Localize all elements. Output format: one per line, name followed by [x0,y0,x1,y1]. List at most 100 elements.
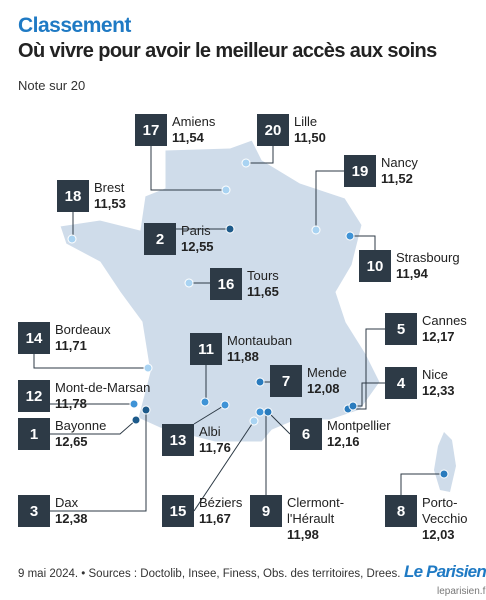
watermark: leparisien.fr [437,586,486,597]
city-label: Mont-de-Marsan 11,78 [55,380,150,412]
rank-box: 11 [190,333,222,365]
city-dot [67,234,77,244]
city-name: Béziers [199,495,243,510]
rank-box: 20 [257,114,289,146]
leader-line [50,410,147,512]
city-dot [221,185,231,195]
city-name: Bayonne [55,418,107,433]
city-name: Clermont-l'Hérault [287,495,345,526]
rank-box: 5 [385,313,417,345]
rank-box: 19 [344,155,376,187]
city-score: 12,38 [55,511,88,526]
city-name: Montpellier [327,418,391,433]
city-label: Montpellier 12,16 [327,418,391,450]
city-label: Lille 11,50 [294,114,326,146]
city-score: 11,53 [94,196,126,211]
leader-line [193,420,255,512]
subtitle: Note sur 20 [18,78,86,93]
city-label: Béziers 11,67 [199,495,242,527]
city-score: 11,65 [247,284,279,299]
leader-line [267,411,291,435]
city-name: Albi [199,424,221,439]
source: 9 mai 2024. • Sources : Doctolib, Insee,… [18,568,401,580]
city-label: Mende 12,08 [307,365,347,397]
rank-box: 3 [18,495,50,527]
city-score: 12,16 [327,434,360,449]
city-label: Cannes 12,17 [422,313,467,345]
city-label: Amiens 11,54 [172,114,215,146]
rank-box: 12 [18,380,50,412]
city-score: 11,71 [55,338,87,353]
city-label: Montauban 11,88 [227,333,292,365]
leader-line [50,419,137,435]
leader-line [246,146,274,164]
city-score: 11,76 [199,440,231,455]
rank-box: 4 [385,367,417,399]
leader-line [33,354,148,369]
city-score: 12,65 [55,434,88,449]
city-dot [255,377,265,387]
city-name: Tours [247,268,279,283]
city-label: Paris 12,55 [181,223,214,255]
city-score: 12,08 [307,381,340,396]
leader-line [193,404,226,425]
city-dot [225,224,235,234]
city-dot [255,407,265,417]
city-label: Clermont-l'Hérault 11,98 [287,495,357,543]
city-label: Dax 12,38 [55,495,88,527]
city-label: Strasbourg 11,94 [396,250,460,282]
city-dot [200,397,210,407]
leader-line [400,473,444,495]
rank-box: 2 [144,223,176,255]
city-name: Amiens [172,114,216,129]
city-dot [184,278,194,288]
city-label: Tours 11,65 [247,268,279,300]
city-name: Nice [422,367,449,382]
kicker: Classement [18,14,131,37]
rank-box: 7 [270,365,302,397]
city-score: 12,17 [422,329,455,344]
rank-box: 10 [359,250,391,282]
city-name: Mont-de-Marsan [55,380,151,395]
city-name: Montauban [227,333,293,348]
city-score: 12,03 [422,527,455,542]
city-label: Nice 12,33 [422,367,455,399]
title: Où vivre pour avoir le meilleur accès au… [18,40,437,62]
city-dot [241,158,251,168]
rank-box: 9 [250,495,282,527]
city-name: Paris [181,223,211,238]
rank-box: 16 [210,268,242,300]
rank-box: 1 [18,418,50,450]
city-score: 11,50 [294,130,326,145]
city-dot [129,399,139,409]
city-name: Mende [307,365,347,380]
city-name: Bordeaux [55,322,111,337]
rank-box: 14 [18,322,50,354]
city-score: 12,55 [181,239,214,254]
rank-box: 13 [162,424,194,456]
city-name: Dax [55,495,79,510]
city-label: Bordeaux 11,71 [55,322,111,354]
rank-box: 18 [57,180,89,212]
city-name: Porto-Vecchio [422,495,468,526]
city-score: 11,52 [381,171,413,186]
city-dot [131,415,141,425]
rank-box: 17 [135,114,167,146]
city-label: Brest 11,53 [94,180,126,212]
city-score: 11,98 [287,527,319,542]
city-label: Albi 11,76 [199,424,231,456]
city-score: 11,94 [396,266,428,281]
city-name: Nancy [381,155,418,170]
city-dot [348,401,358,411]
city-name: Strasbourg [396,250,460,265]
leader-line [348,328,385,410]
city-dot [249,416,259,426]
city-label: Bayonne 12,65 [55,418,106,450]
rank-box: 15 [162,495,194,527]
city-score: 11,88 [227,349,259,364]
city-name: Lille [294,114,318,129]
leader-line [350,235,376,250]
city-label: Porto-Vecchio 12,03 [422,495,486,543]
city-dot [143,363,153,373]
